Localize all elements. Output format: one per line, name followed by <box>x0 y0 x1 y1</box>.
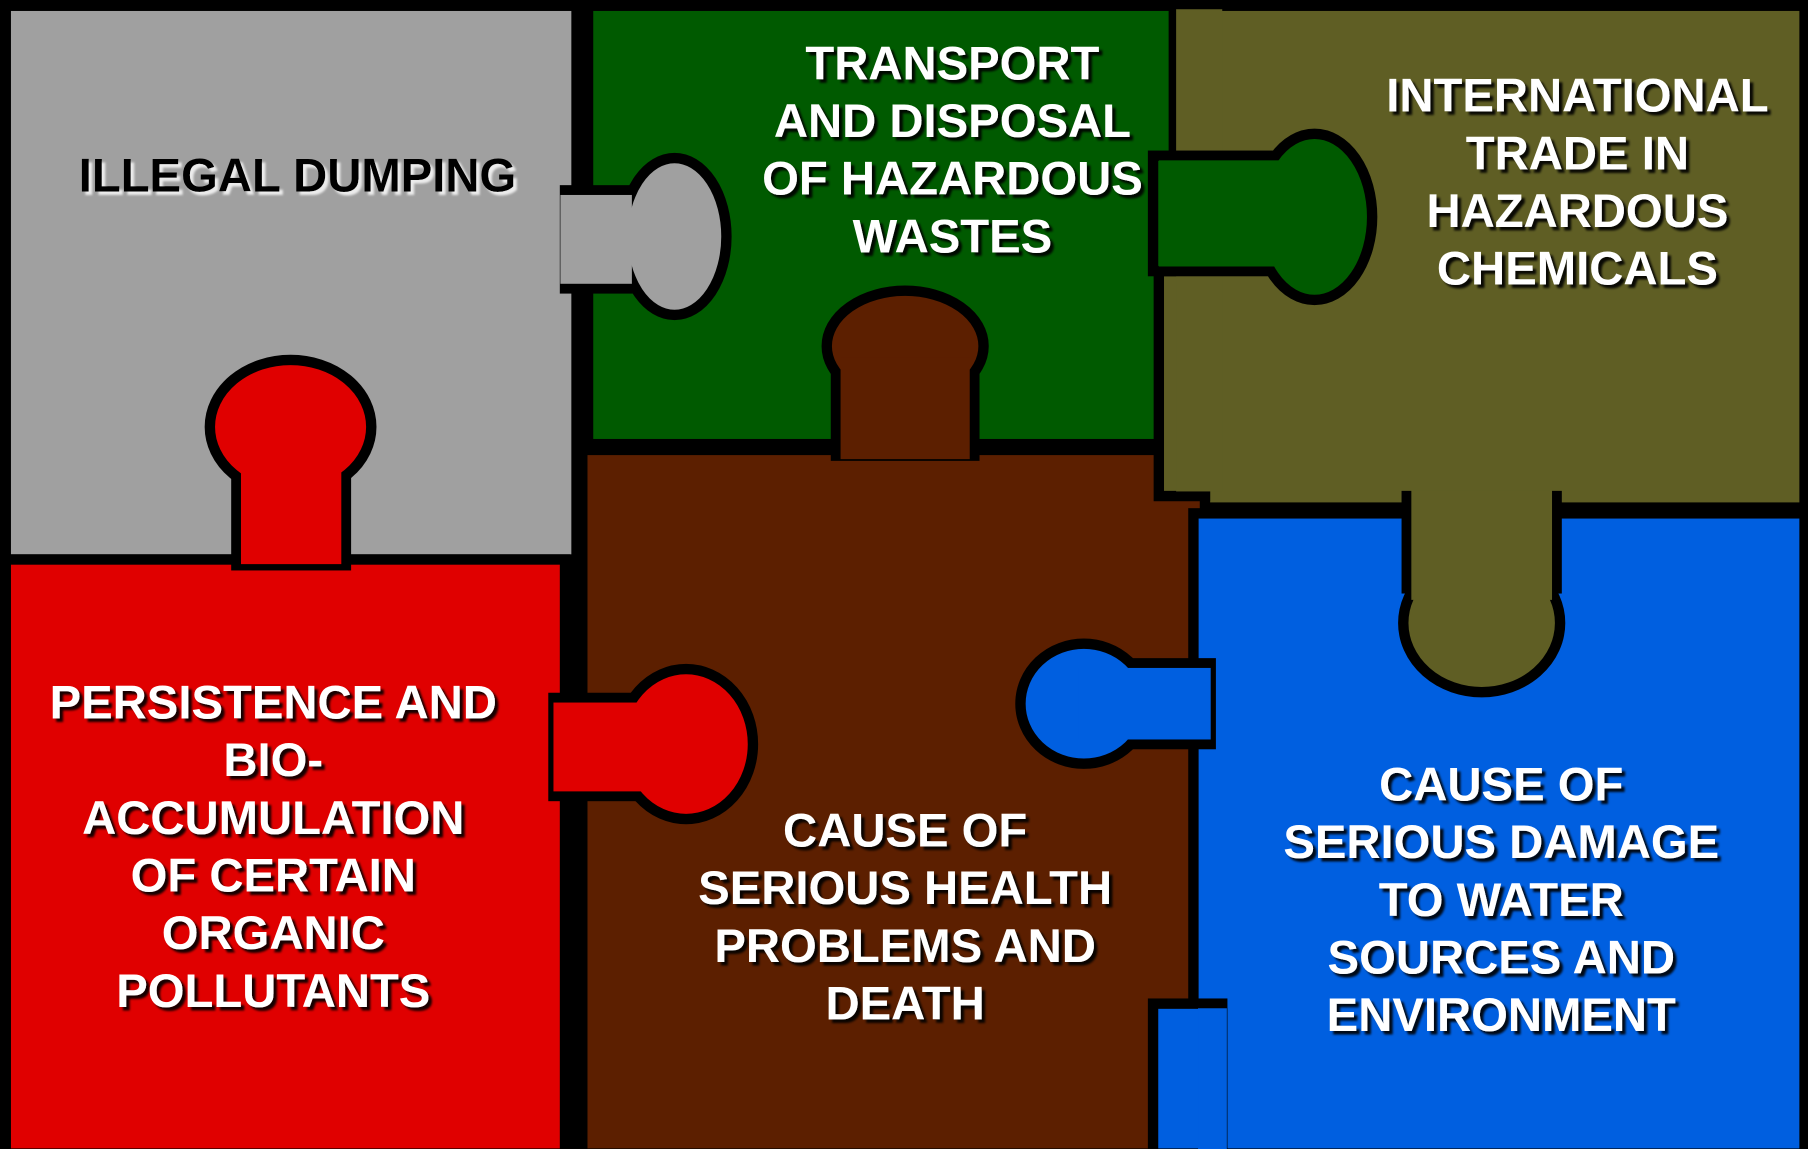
patch <box>841 358 970 460</box>
piece-label: HAZARDOUS <box>1426 185 1728 238</box>
patch <box>1411 490 1552 600</box>
piece-label: TRANSPORT <box>805 37 1099 90</box>
patch <box>1159 160 1279 266</box>
knob <box>623 158 727 315</box>
piece-label: POLLUTANTS <box>116 965 430 1018</box>
patch <box>553 703 697 792</box>
piece-label: ORGANIC <box>162 907 385 960</box>
piece-label: ENVIRONMENT <box>1327 989 1676 1042</box>
piece-label: WASTES <box>853 210 1053 263</box>
piece-label: BIO- <box>223 734 323 787</box>
patch <box>241 444 341 564</box>
piece-label: INTERNATIONAL <box>1386 70 1768 123</box>
piece-label: ACCUMULATION <box>82 792 464 845</box>
patch <box>1198 1008 1227 1149</box>
piece-label: CAUSE OF <box>783 805 1027 858</box>
piece-label: SOURCES AND <box>1328 931 1675 984</box>
patch <box>560 195 631 284</box>
piece-label: CHEMICALS <box>1437 243 1718 296</box>
piece-label: PERSISTENCE AND <box>50 676 497 729</box>
piece-label: OF CERTAIN <box>131 850 416 903</box>
piece-label: TO WATER <box>1379 874 1624 927</box>
piece-label: PROBLEMS AND <box>714 920 1096 973</box>
piece-label: SERIOUS HEALTH <box>698 862 1112 915</box>
piece-label: OF HAZARDOUS <box>762 153 1143 206</box>
puzzle-diagram: ILLEGAL DUMPING TRANSPORTAND DISPOSALOF H… <box>0 0 1808 1149</box>
piece-label: TRADE IN <box>1466 127 1689 180</box>
piece-label: ILLEGAL DUMPING <box>79 149 517 202</box>
patch <box>1078 668 1211 740</box>
piece-label: AND DISPOSAL <box>774 95 1131 148</box>
piece-label: DEATH <box>826 978 985 1031</box>
piece-label: SERIOUS DAMAGE <box>1283 816 1719 869</box>
piece-label: CAUSE OF <box>1379 758 1623 811</box>
